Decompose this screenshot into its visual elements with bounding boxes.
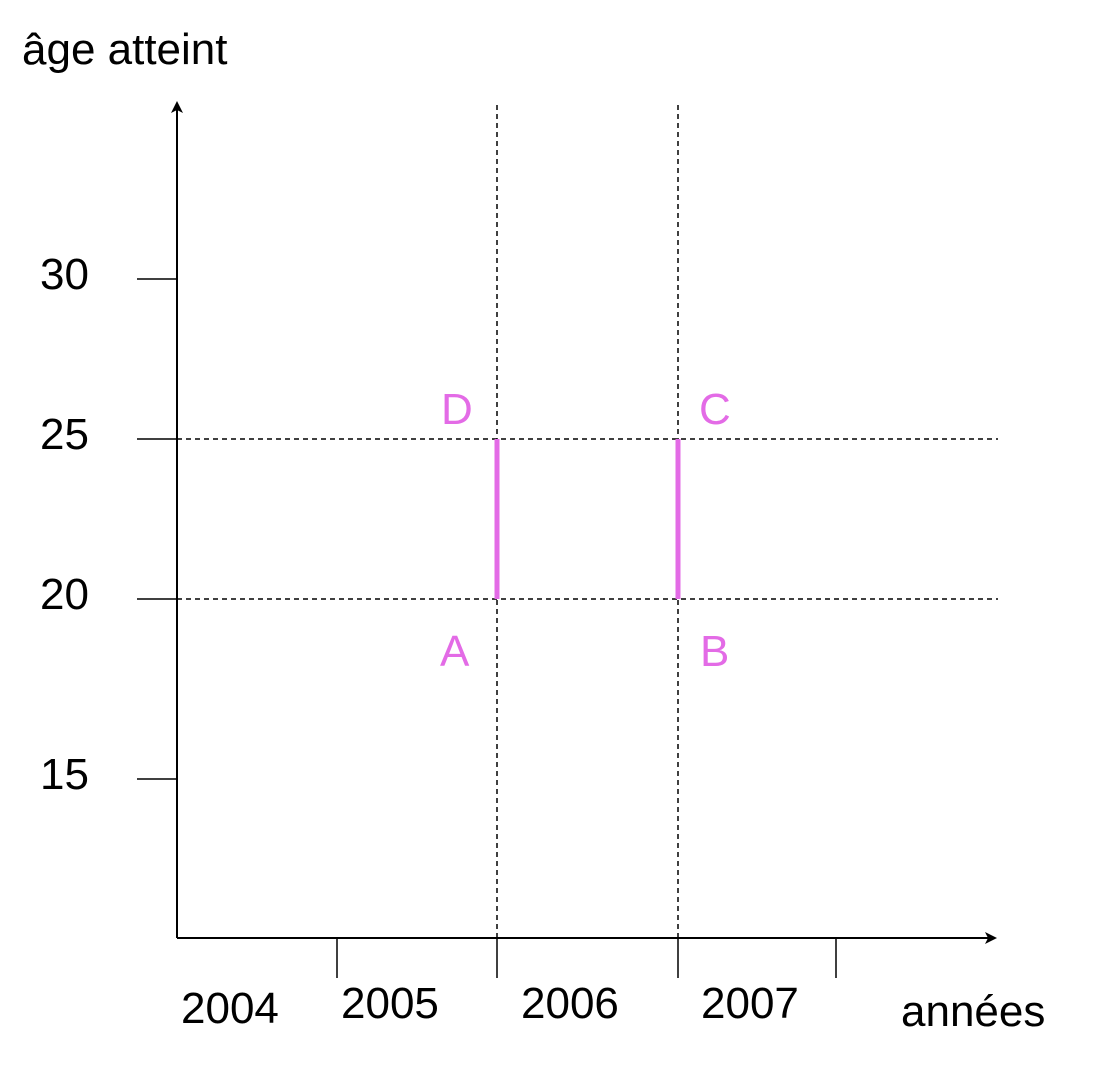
y-tick-label-20: 20 [40, 570, 89, 619]
point-label-a: A [440, 627, 470, 676]
y-tick-label-25: 25 [40, 410, 89, 459]
y-tick-label-30: 30 [40, 250, 89, 299]
year-label-2005: 2005 [341, 979, 439, 1028]
y-axis-label: âge atteint [22, 25, 228, 74]
year-label-2004: 2004 [181, 984, 279, 1033]
point-label-b: B [700, 627, 729, 676]
year-label-2006: 2006 [521, 979, 619, 1028]
point-label-d: D [441, 385, 473, 434]
x-axis-label: années [901, 987, 1045, 1036]
y-tick-label-15: 15 [40, 750, 89, 799]
year-label-2007: 2007 [701, 979, 799, 1028]
point-label-c: C [699, 385, 731, 434]
